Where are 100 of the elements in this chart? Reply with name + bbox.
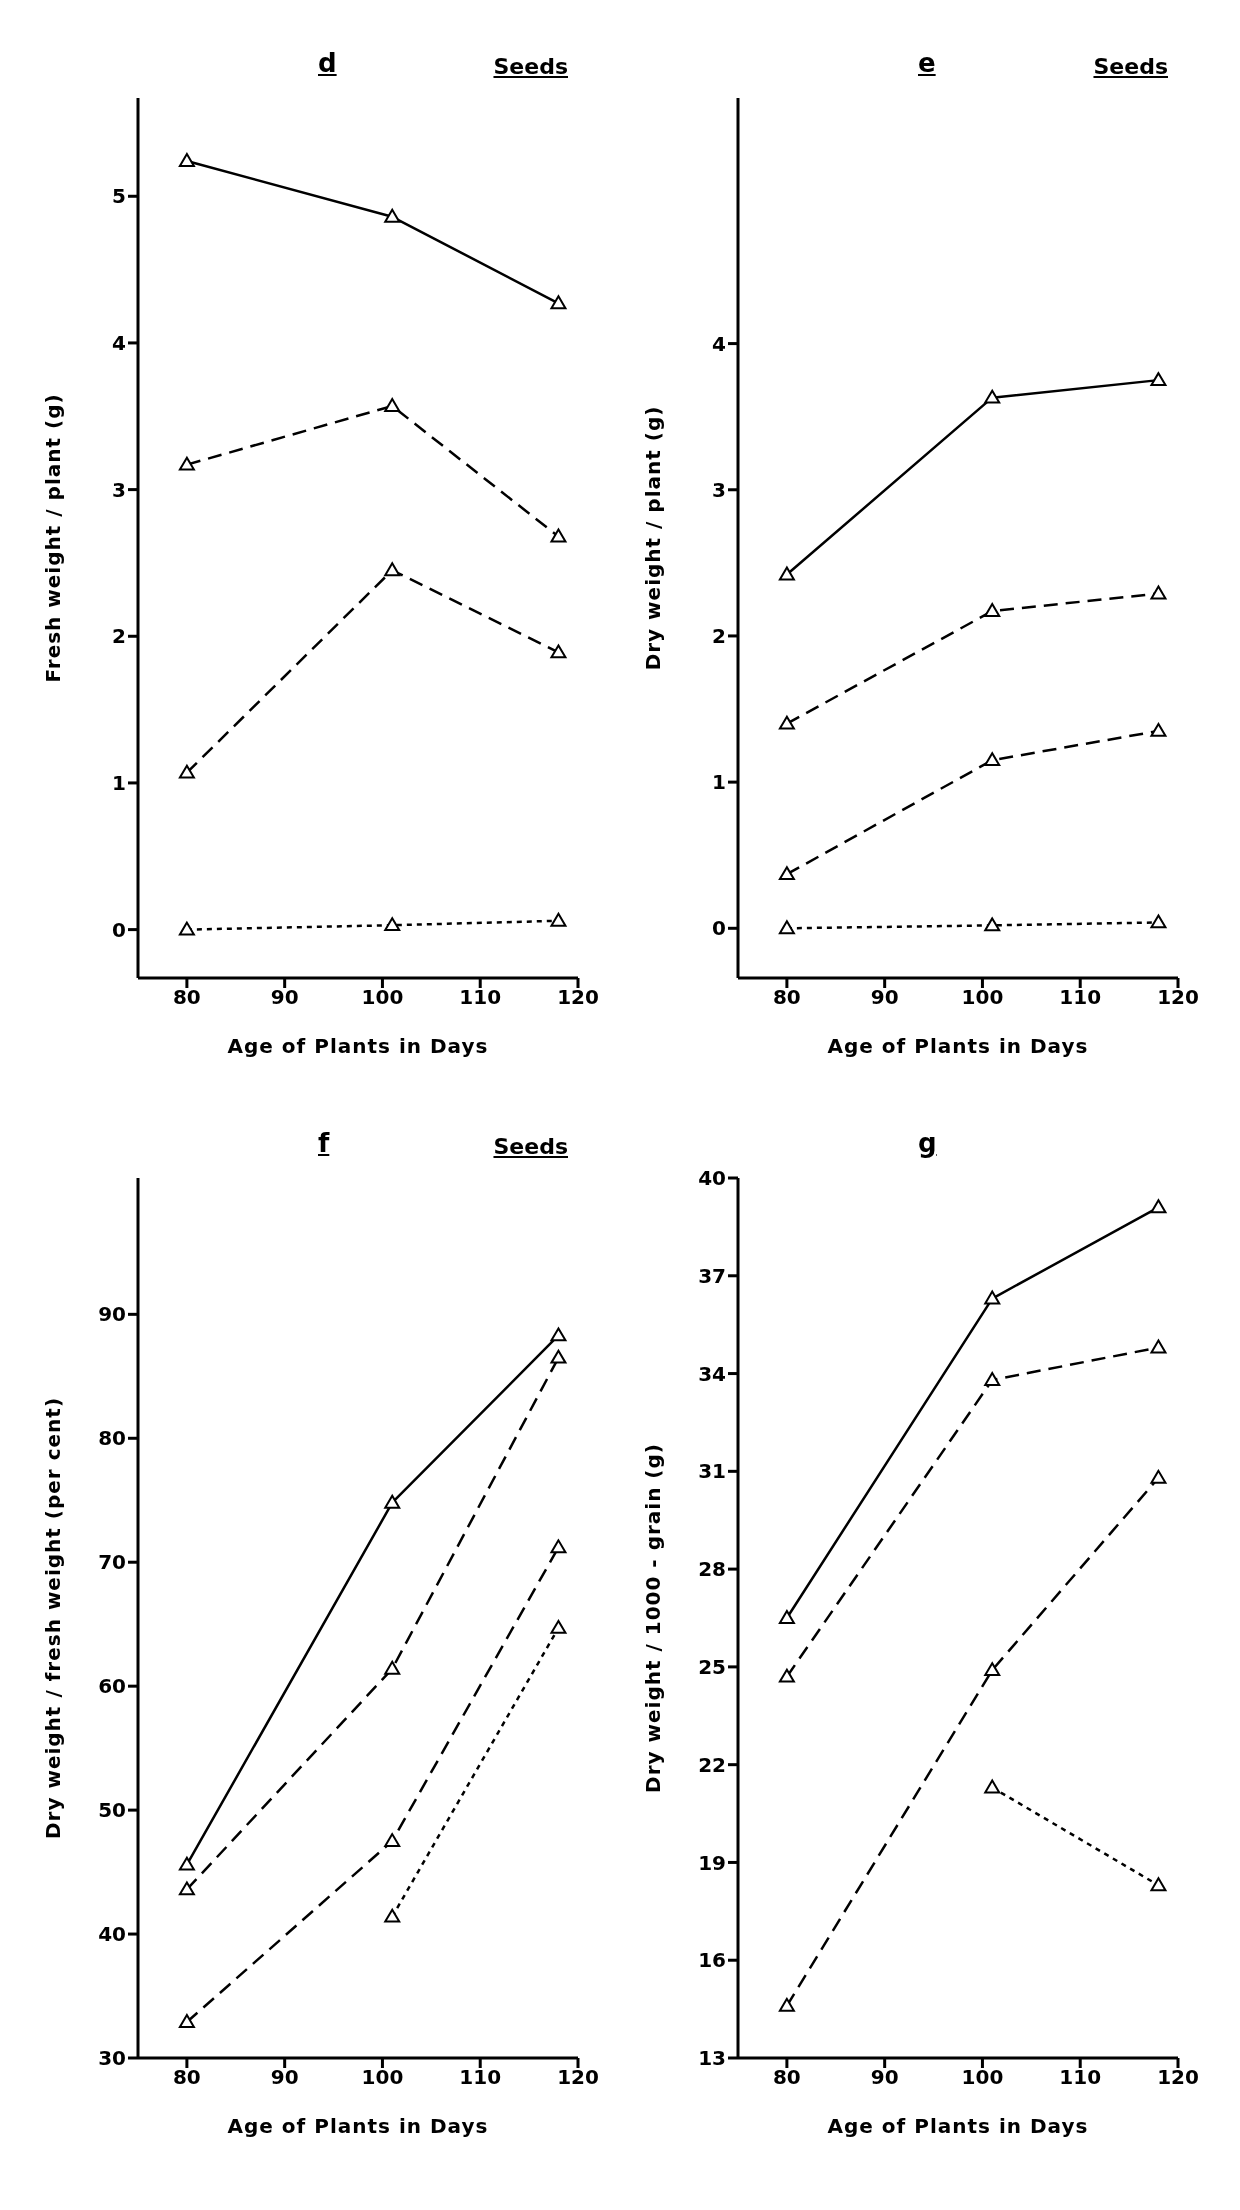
x-axis-title: Age of Plants in Days (227, 1034, 489, 1058)
x-tick-label: 120 (557, 985, 599, 1010)
y-tick-label: 22 (698, 1752, 726, 1777)
x-tick-label: 90 (870, 2065, 899, 2090)
x-tick-label: 90 (270, 985, 299, 1010)
x-axis-title: Age of Plants in Days (827, 1034, 1089, 1058)
point (778, 715, 795, 730)
point (178, 1881, 195, 1896)
point (778, 1668, 795, 1683)
x-tick-label: 120 (1157, 2065, 1199, 2090)
point (550, 912, 567, 927)
text: Seeds (493, 1134, 568, 1159)
point (384, 562, 401, 577)
point (778, 866, 795, 881)
point (384, 208, 401, 223)
y-tick-label: 60 (98, 1674, 126, 1699)
x-tick-label: 100 (361, 2065, 404, 2090)
point (384, 1833, 401, 1847)
y-tick-label: 28 (698, 1557, 726, 1582)
point (178, 1856, 195, 1871)
y-tick-label: 16 (698, 1948, 726, 1973)
x-tick-label: 120 (1157, 985, 1199, 1010)
chart-title: e (918, 48, 936, 78)
point (778, 920, 795, 935)
point (984, 1290, 1001, 1305)
y-tick-label: 34 (698, 1361, 726, 1386)
y-tick-label: 37 (698, 1263, 726, 1288)
point (984, 752, 1001, 767)
x-tick-label: 120 (557, 2065, 599, 2090)
y-tick-label: 19 (698, 1850, 726, 1875)
point (550, 528, 567, 543)
point (984, 389, 1001, 404)
x-tick-label: 100 (961, 2065, 1004, 2090)
point (550, 295, 567, 310)
x-tick-label: 110 (459, 985, 502, 1010)
x-axis-title: Age of Plants in Days (827, 2114, 1089, 2138)
point (1150, 1199, 1167, 1214)
x-tick-label: 80 (172, 985, 201, 1010)
point (178, 456, 195, 471)
y-tick-label: 40 (98, 1922, 126, 1947)
y-tick-label: 4 (712, 331, 726, 356)
y-tick-label: 2 (112, 624, 126, 649)
y-axis-title: Dry weight / 1000 - grain (g) (641, 1443, 666, 1793)
x-tick-label: 100 (361, 985, 404, 1010)
point (384, 398, 401, 412)
point (1150, 914, 1167, 929)
y-axis-title: Dry weight / plant (g) (641, 405, 666, 671)
x-tick-label: 110 (1059, 985, 1102, 1010)
y-tick-label: 1 (112, 771, 126, 796)
x-axis-title: Age of Plants in Days (227, 2114, 489, 2138)
point (384, 917, 401, 932)
y-tick-label: 3 (712, 477, 726, 502)
y-tick-label: 90 (98, 1302, 126, 1327)
point (384, 1660, 401, 1675)
y-tick-label: 30 (98, 2046, 126, 2071)
text: Seeds (1093, 54, 1168, 79)
y-tick-label: 13 (698, 2046, 726, 2071)
point (1150, 1469, 1167, 1484)
y-tick-label: 5 (112, 184, 126, 209)
y-tick-label: 80 (98, 1426, 126, 1451)
point (1150, 1339, 1167, 1354)
point (550, 1349, 567, 1364)
y-tick-label: 70 (98, 1550, 126, 1575)
y-tick-label: 0 (712, 916, 726, 941)
point (984, 917, 1001, 932)
x-tick-label: 80 (772, 985, 801, 1010)
y-tick-label: 4 (112, 331, 126, 356)
point (178, 921, 195, 936)
x-tick-label: 110 (459, 2065, 502, 2090)
chart-title: g (918, 1128, 937, 1158)
point (984, 1372, 1001, 1386)
point (778, 1610, 795, 1624)
point (984, 1662, 1001, 1677)
y-tick-label: 3 (112, 477, 126, 502)
text: Seeds (493, 54, 568, 79)
point (550, 1539, 567, 1554)
y-tick-label: 0 (112, 917, 126, 942)
y-axis-title: Fresh weight / plant (g) (41, 393, 66, 683)
x-tick-label: 80 (172, 2065, 201, 2090)
point (778, 566, 795, 581)
x-tick-label: 100 (961, 985, 1004, 1010)
chart-title: d (318, 48, 337, 78)
x-tick-label: 90 (270, 2065, 299, 2090)
point (1150, 372, 1167, 387)
point (550, 644, 567, 659)
y-tick-label: 1 (712, 770, 726, 795)
y-tick-label: 50 (98, 1798, 126, 1823)
point (384, 1494, 401, 1509)
point (1150, 722, 1167, 737)
y-tick-label: 2 (712, 624, 726, 649)
y-tick-label: 31 (698, 1459, 726, 1484)
point (778, 1997, 795, 2012)
y-tick-label: 25 (698, 1654, 726, 1679)
y-axis-title: Dry weight / fresh weight (per cent) (41, 1396, 66, 1840)
x-tick-label: 80 (772, 2065, 801, 2090)
point (178, 153, 195, 167)
x-tick-label: 90 (870, 985, 899, 1010)
point (550, 1327, 567, 1342)
point (1150, 585, 1167, 600)
point (178, 2014, 195, 2028)
